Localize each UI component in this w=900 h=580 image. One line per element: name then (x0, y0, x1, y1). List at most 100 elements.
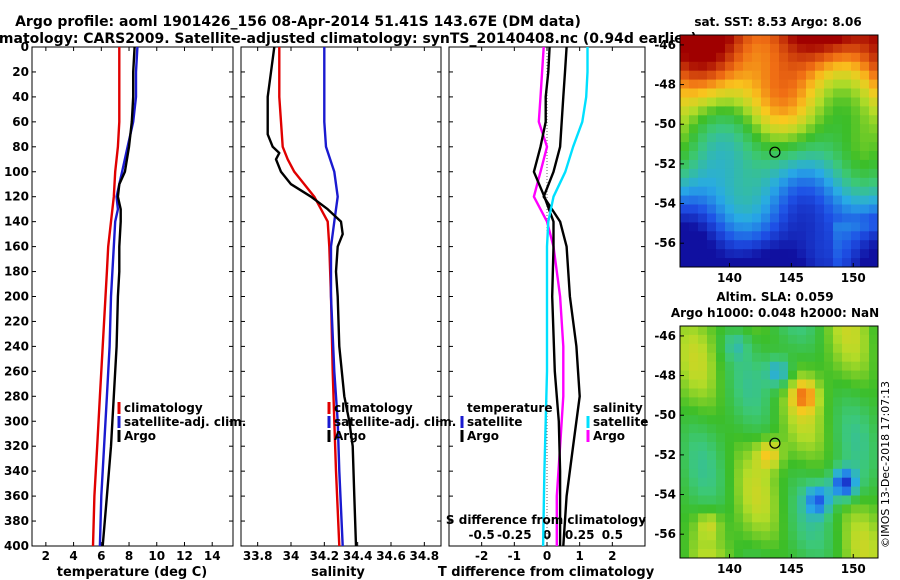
heatmap-cell (833, 258, 843, 267)
heatmap-cell (860, 124, 870, 134)
heatmap-cell (752, 61, 762, 72)
heatmap-cell (842, 124, 852, 134)
heatmap-cell (698, 195, 708, 206)
heatmap-cell (815, 415, 825, 425)
heatmap-cell (842, 186, 852, 197)
heatmap-cell (734, 352, 744, 363)
heatmap-cell (761, 97, 771, 107)
heatmap-cell (743, 151, 753, 161)
heatmap-cell (869, 204, 878, 214)
heatmap-cell (860, 388, 870, 398)
heatmap-cell (788, 540, 798, 550)
heatmap-cell (833, 195, 843, 206)
heatmap-cell (734, 177, 744, 188)
heatmap-cell (680, 35, 690, 45)
heatmap-cell (833, 168, 843, 179)
heatmap-cell (761, 204, 771, 214)
heatmap-cell (779, 442, 789, 452)
heatmap-cell (806, 151, 816, 161)
heatmap-cell (788, 168, 798, 179)
heatmap-cell (797, 168, 807, 179)
heatmap-cell (743, 379, 753, 389)
heatmap-cell (725, 334, 735, 345)
temperature-series (91, 47, 139, 546)
heatmap-cell (716, 504, 726, 514)
heatmap-cell (842, 133, 852, 143)
heatmap-cell (860, 204, 870, 214)
heatmap-cell (680, 52, 690, 63)
heatmap-cell (851, 352, 861, 363)
heatmap-cell (869, 522, 878, 532)
heatmap-cell (779, 370, 789, 381)
heatmap-cell (779, 79, 789, 90)
x-tick-label: 1 (575, 549, 583, 563)
heatmap-cell (806, 397, 816, 407)
heatmap-cell (806, 334, 816, 345)
heatmap-cell (680, 522, 690, 532)
legend-sal-satellite: satellite (593, 415, 648, 429)
heatmap-cell (851, 213, 861, 223)
heatmap-cell (824, 106, 834, 116)
heatmap-cell (779, 522, 789, 532)
heatmap-cell (869, 442, 878, 452)
heatmap-cell (725, 151, 735, 161)
heatmap-cell (698, 433, 708, 443)
heatmap-cell (824, 43, 834, 54)
heatmap-cell (680, 397, 690, 407)
heatmap-cell (842, 97, 852, 107)
heatmap-cell (680, 459, 690, 470)
x-tick-label: -2 (475, 549, 488, 563)
heatmap-cell (716, 433, 726, 443)
heatmap-cell (689, 522, 699, 532)
heatmap-cell (743, 240, 753, 250)
heatmap-cell (869, 468, 878, 479)
heatmap-cell (725, 388, 735, 398)
heatmap-cell (743, 213, 753, 223)
heatmap-cell (761, 326, 771, 336)
heatmap-cell (842, 379, 852, 389)
heatmap-cell (770, 468, 780, 479)
heatmap-cell (788, 35, 798, 45)
heatmap-cell (698, 97, 708, 107)
heatmap-cell (770, 97, 780, 107)
heatmap-cell (860, 352, 870, 363)
heatmap-cell (698, 334, 708, 345)
heatmap-cell (788, 459, 798, 470)
heatmap-cell (743, 35, 753, 45)
heatmap-cell (788, 504, 798, 514)
heatmap-cell (698, 513, 708, 523)
x-tick-label: 34.8 (410, 549, 440, 563)
heatmap-cell (698, 406, 708, 416)
heatmap-cell (743, 186, 753, 197)
heatmap-cell (860, 79, 870, 90)
map-y-tick-label: -56 (654, 236, 676, 250)
heatmap-cell (680, 388, 690, 398)
heatmap-cell (698, 168, 708, 179)
heatmap-cell (860, 468, 870, 479)
heatmap-cell (734, 326, 744, 336)
heatmap-cell (869, 43, 878, 54)
heatmap-cell (833, 531, 843, 541)
heatmap-cell (716, 195, 726, 206)
heatmap-cell (743, 495, 753, 505)
heatmap-cell (707, 133, 717, 143)
heatmap-cell (815, 424, 825, 434)
heatmap-cell (734, 97, 744, 107)
imos-watermark: ©IMOS 13-Dec-2018 17:07:13 (879, 381, 892, 548)
heatmap-cell (833, 549, 843, 558)
heatmap-cell (689, 222, 699, 232)
heatmap-cell (689, 249, 699, 259)
heatmap-cell (689, 334, 699, 345)
heatmap-cell (752, 326, 762, 336)
heatmap-cell (815, 106, 825, 116)
heatmap-cell (716, 249, 726, 259)
heatmap-cell (725, 397, 735, 407)
heatmap-cell (725, 35, 735, 45)
heatmap-cell (869, 97, 878, 107)
heatmap-cell (680, 79, 690, 90)
heatmap-cell (851, 142, 861, 152)
heatmap-cell (869, 513, 878, 523)
heatmap-cell (770, 168, 780, 179)
heatmap-cell (725, 370, 735, 381)
heatmap-cell (734, 415, 744, 425)
